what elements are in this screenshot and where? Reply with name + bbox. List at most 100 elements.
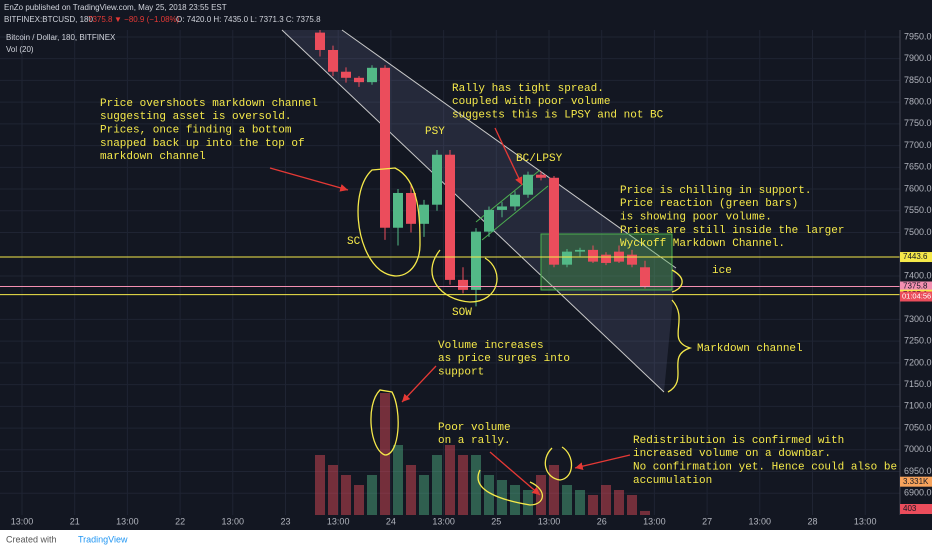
annotation: support	[438, 367, 484, 379]
volume-bar	[575, 490, 585, 515]
y-tick-label: 7100.0	[904, 401, 932, 411]
candle-body	[432, 154, 442, 205]
annotation: PSY	[425, 126, 445, 138]
annotation: SC	[347, 236, 361, 248]
annotation: ice	[712, 265, 732, 277]
volume-bar	[627, 495, 637, 515]
volume-bar	[536, 475, 546, 515]
annotation: Price overshoots markdown channel	[100, 98, 318, 110]
bracket	[667, 269, 693, 393]
symbol: BITFINEX:BTCUSD, 180	[4, 15, 93, 24]
annotation: snapped back up into the top of	[100, 138, 305, 150]
annotation: Price is chilling in support.	[620, 185, 811, 197]
volume-bar	[367, 475, 377, 515]
candle-body	[406, 192, 416, 224]
candle-body	[510, 194, 520, 207]
volume-bar	[432, 455, 442, 515]
annotation: Volume increases	[438, 340, 544, 352]
volume-bar	[341, 475, 351, 515]
annotations: Price overshoots markdown channelsuggest…	[100, 83, 897, 487]
ohlc: O: 7420.0 H: 7435.0 L: 7371.3 C: 7375.8	[176, 15, 321, 24]
x-tick-label: 21	[70, 516, 80, 526]
circle	[357, 167, 421, 277]
y-tick-label: 7800.0	[904, 97, 932, 107]
publisher: EnZo published on TradingView.com, May 2…	[4, 3, 227, 12]
volume-bar	[406, 465, 416, 515]
volume-bar	[393, 445, 403, 515]
y-tick-label: 7850.0	[904, 75, 932, 85]
volume-bar	[601, 485, 611, 515]
circle	[370, 389, 399, 456]
x-tick-label: 27	[702, 516, 712, 526]
candle-body	[445, 154, 455, 280]
x-tick-label: 13:00	[327, 516, 350, 526]
annotation: Rally has tight spread.	[452, 83, 604, 95]
candle-body	[380, 67, 390, 228]
y-tick-label: 7050.0	[904, 422, 932, 432]
plot	[0, 30, 900, 515]
volume-bar	[471, 455, 481, 515]
annotation: No confirmation yet. Hence could also be	[633, 462, 897, 474]
axis: 6900.0 6950.0 7000.0 7050.0 7100.0 7150.0 7200…	[11, 31, 932, 526]
candle-body	[640, 267, 650, 287]
volume-bar	[315, 455, 325, 515]
last-price: 7375.8	[88, 15, 113, 24]
x-tick-label: 24	[386, 516, 396, 526]
candle-body	[484, 209, 494, 232]
y-tick-label: 7600.0	[904, 183, 932, 193]
candle-body	[575, 249, 585, 252]
candle-body	[315, 32, 325, 50]
x-tick-label: 28	[807, 516, 817, 526]
x-tick-label: 13:00	[432, 516, 455, 526]
volume-bar	[588, 495, 598, 515]
annotation: Wyckoff Markdown Channel.	[620, 238, 785, 250]
price-label-box	[900, 281, 932, 292]
annotation: as price surges into	[438, 353, 570, 365]
volume-label: 3.331K	[903, 477, 929, 486]
arrow	[401, 365, 437, 403]
candle-body	[523, 174, 533, 195]
volume-bar	[445, 445, 455, 515]
circle	[544, 446, 573, 481]
volume-bar	[458, 455, 468, 515]
channel-line	[281, 29, 665, 393]
volume-bar	[549, 465, 559, 515]
candle-body	[549, 177, 559, 265]
y-tick-label: 7750.0	[904, 118, 932, 128]
x-tick-label: 13:00	[749, 516, 772, 526]
candle-body	[627, 254, 637, 265]
circle	[431, 249, 498, 303]
price-label-box	[900, 252, 932, 263]
x-tick-label: 13:00	[116, 516, 139, 526]
footer-brand[interactable]: TradingView	[78, 534, 128, 544]
annotation: on a rally.	[438, 435, 511, 447]
x-tick-label: 23	[280, 516, 290, 526]
candle-body	[471, 231, 481, 290]
y-tick-label: 7200.0	[904, 357, 932, 367]
candle-body	[536, 174, 546, 178]
price-label: 7443.6	[903, 252, 928, 261]
countdown: 01:04:56	[902, 291, 931, 300]
annotation: SOW	[452, 307, 472, 319]
volume-label-box	[900, 504, 932, 514]
annotation: increased volume on a downbar.	[633, 448, 831, 460]
annotation: accumulation	[633, 475, 712, 487]
y-tick-label: 7400.0	[904, 270, 932, 280]
arrow	[494, 127, 523, 186]
volume-bar	[497, 480, 507, 515]
y-tick-label: 7650.0	[904, 162, 932, 172]
candle-body	[588, 249, 598, 262]
x-tick-label: 13:00	[854, 516, 877, 526]
x-tick-label: 13:00	[222, 516, 245, 526]
volume-label-box	[900, 476, 932, 487]
y-tick-label: 7950.0	[904, 31, 932, 41]
chart-title: Bitcoin / Dollar, 180, BITFINEX	[6, 33, 116, 42]
annotation: Poor volume	[438, 422, 511, 434]
candle-body	[458, 279, 468, 290]
y-tick-label: 6900.0	[904, 488, 932, 498]
x-tick-label: 13:00	[11, 516, 34, 526]
countdown-box	[900, 291, 932, 302]
candle-body	[562, 251, 572, 265]
channel-line	[341, 29, 677, 269]
